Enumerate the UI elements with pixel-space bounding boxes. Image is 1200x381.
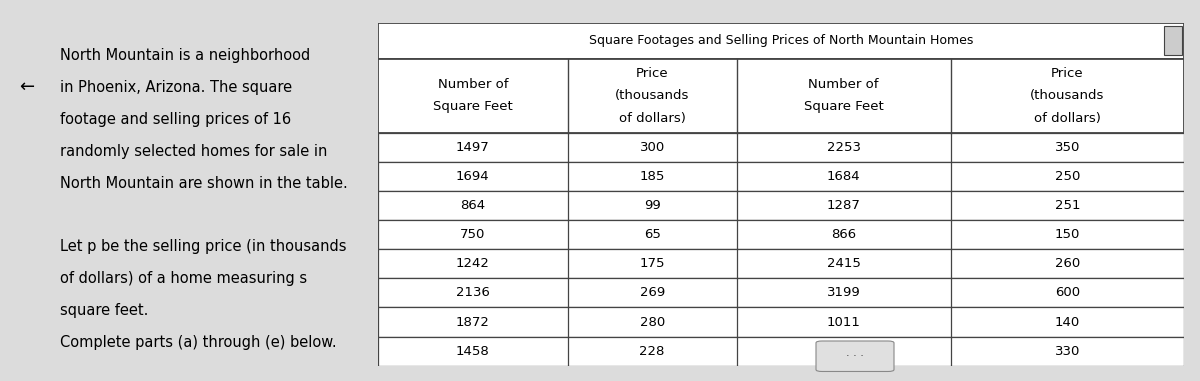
Text: 65: 65 — [643, 228, 661, 241]
Text: square feet.: square feet. — [60, 303, 148, 318]
Text: · · ·: · · · — [846, 351, 864, 361]
Text: 150: 150 — [1055, 228, 1080, 241]
Bar — [378, 162, 1184, 191]
Text: of dollars): of dollars) — [619, 112, 685, 125]
Text: 1011: 1011 — [827, 315, 860, 328]
Text: Price: Price — [636, 67, 668, 80]
Text: Square Feet: Square Feet — [804, 100, 883, 114]
Bar — [378, 220, 1184, 249]
Text: 600: 600 — [1055, 287, 1080, 299]
Text: 350: 350 — [1055, 141, 1080, 154]
Text: 250: 250 — [1055, 170, 1080, 183]
Text: 185: 185 — [640, 170, 665, 183]
Text: 228: 228 — [640, 345, 665, 358]
Text: 140: 140 — [1055, 315, 1080, 328]
Text: North Mountain is a neighborhood: North Mountain is a neighborhood — [60, 48, 310, 63]
Text: of dollars): of dollars) — [1034, 112, 1100, 125]
Text: 864: 864 — [460, 199, 485, 212]
Bar — [378, 59, 1184, 133]
Text: (thousands: (thousands — [1031, 89, 1105, 102]
Text: 1694: 1694 — [456, 170, 490, 183]
Text: 2021: 2021 — [827, 345, 860, 358]
FancyBboxPatch shape — [816, 341, 894, 371]
Text: 175: 175 — [640, 257, 665, 270]
Text: in Phoenix, Arizona. The square: in Phoenix, Arizona. The square — [60, 80, 292, 95]
Text: 1872: 1872 — [456, 315, 490, 328]
Text: North Mountain are shown in the table.: North Mountain are shown in the table. — [60, 176, 347, 190]
Text: Number of: Number of — [438, 78, 508, 91]
Text: of dollars) of a home measuring s: of dollars) of a home measuring s — [60, 271, 307, 286]
Text: 2415: 2415 — [827, 257, 860, 270]
Bar — [378, 23, 1184, 59]
Text: 1458: 1458 — [456, 345, 490, 358]
Text: 2253: 2253 — [827, 141, 860, 154]
Text: 866: 866 — [832, 228, 857, 241]
Text: 1242: 1242 — [456, 257, 490, 270]
Text: 2136: 2136 — [456, 287, 490, 299]
Text: ←: ← — [19, 78, 35, 96]
Text: randomly selected homes for sale in: randomly selected homes for sale in — [60, 144, 326, 159]
Text: Number of: Number of — [809, 78, 878, 91]
Text: 260: 260 — [1055, 257, 1080, 270]
Text: 3199: 3199 — [827, 287, 860, 299]
Text: Price: Price — [1051, 67, 1084, 80]
Text: 1684: 1684 — [827, 170, 860, 183]
Text: 750: 750 — [460, 228, 486, 241]
Text: Square Footages and Selling Prices of North Mountain Homes: Square Footages and Selling Prices of No… — [589, 34, 973, 47]
Text: (thousands: (thousands — [614, 89, 689, 102]
Text: 1497: 1497 — [456, 141, 490, 154]
Bar — [378, 337, 1184, 366]
Text: 99: 99 — [644, 199, 660, 212]
Text: 280: 280 — [640, 315, 665, 328]
Bar — [378, 133, 1184, 162]
Text: 251: 251 — [1055, 199, 1080, 212]
Text: Let p be the selling price (in thousands: Let p be the selling price (in thousands — [60, 239, 346, 254]
Text: Square Feet: Square Feet — [433, 100, 512, 114]
Text: 330: 330 — [1055, 345, 1080, 358]
Bar — [378, 307, 1184, 337]
Bar — [378, 278, 1184, 307]
Text: footage and selling prices of 16: footage and selling prices of 16 — [60, 112, 290, 127]
Bar — [378, 191, 1184, 220]
Bar — [378, 249, 1184, 278]
Text: 1287: 1287 — [827, 199, 860, 212]
Text: 300: 300 — [640, 141, 665, 154]
Text: Complete parts (a) through (e) below.: Complete parts (a) through (e) below. — [60, 335, 336, 350]
Text: 269: 269 — [640, 287, 665, 299]
Bar — [1164, 26, 1182, 55]
